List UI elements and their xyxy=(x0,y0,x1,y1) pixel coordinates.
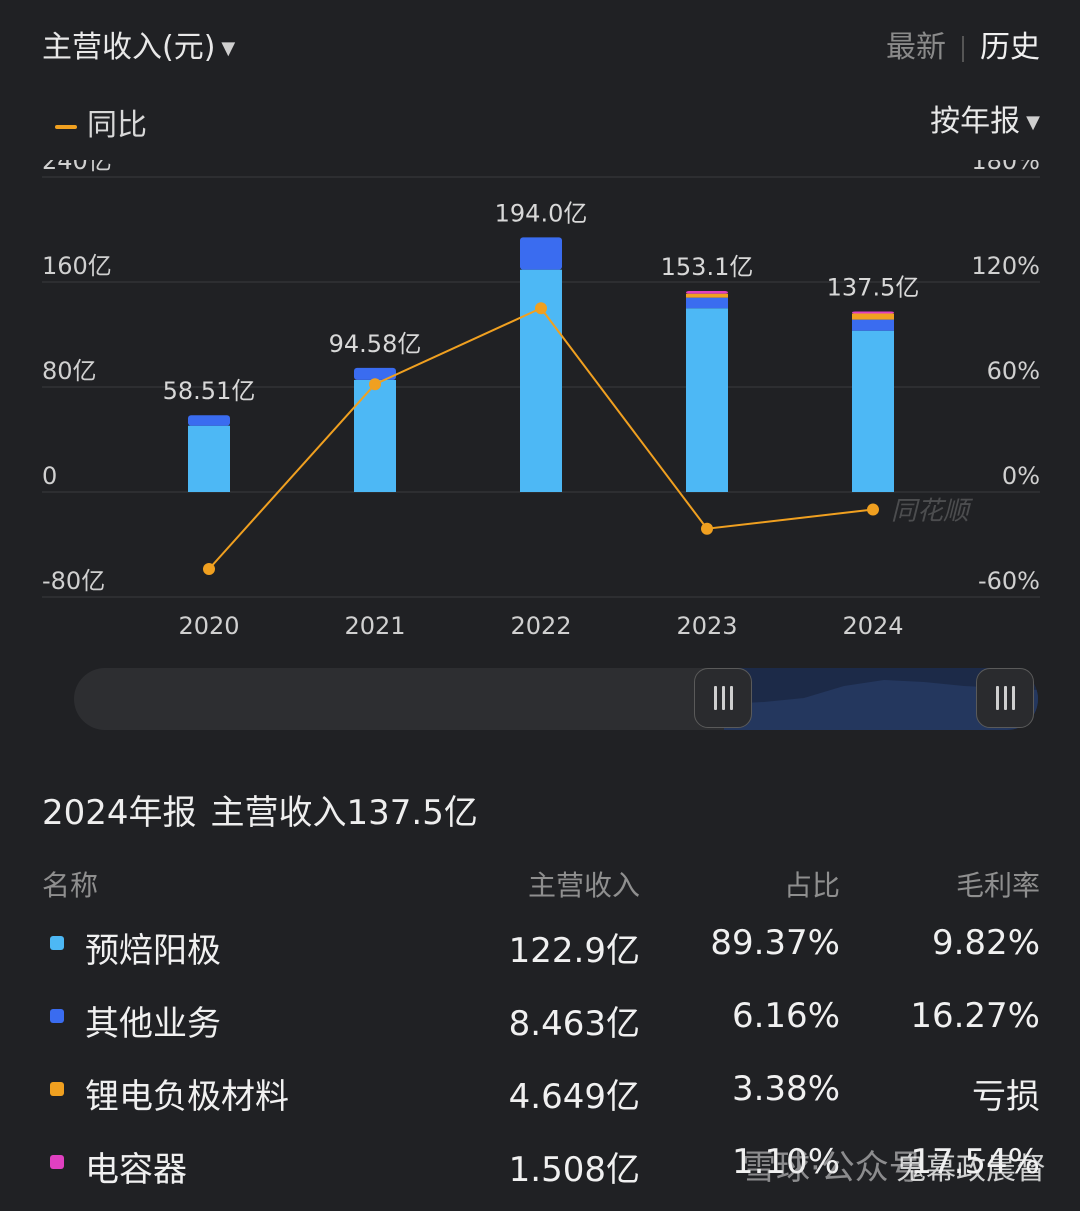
bar-segment xyxy=(188,425,230,492)
period-summary: 2024年报 主营收入137.5亿 xyxy=(42,785,492,834)
yoy-point xyxy=(369,378,381,391)
x-tick-label: 2022 xyxy=(510,612,571,640)
segment-color-dot xyxy=(50,936,64,950)
bar-total-label: 194.0亿 xyxy=(495,199,588,227)
segment-color-dot xyxy=(50,1155,64,1169)
period-selector-label: 按年报 xyxy=(930,104,1021,139)
column-header-share: 占比 xyxy=(783,869,840,902)
table-row[interactable]: 其他业务 8.463亿 6.16% 16.27% xyxy=(0,988,1080,1048)
y-right-tick-label: -60% xyxy=(978,567,1040,595)
segment-share: 89.37% xyxy=(710,923,840,963)
segment-margin: 16.27% xyxy=(910,996,1040,1036)
yoy-point xyxy=(867,503,879,516)
segment-share: 6.16% xyxy=(731,996,840,1036)
summary-period: 2024年报 xyxy=(42,793,197,833)
segment-name: 预焙阳极 xyxy=(85,931,221,971)
yoy-point xyxy=(535,302,547,315)
bar-segment xyxy=(188,415,230,426)
bar-segment xyxy=(686,308,728,492)
period-selector[interactable]: 按年报 ▼ xyxy=(930,96,1040,140)
x-tick-label: 2023 xyxy=(676,612,737,640)
tab-divider xyxy=(962,35,964,62)
segment-name: 锂电负极材料 xyxy=(85,1077,289,1117)
y-left-tick-label: 0 xyxy=(42,462,57,490)
bar-segment xyxy=(852,319,894,331)
tab-history[interactable]: 历史 xyxy=(980,30,1040,65)
bar-segment xyxy=(686,291,728,294)
bar-total-label: 153.1亿 xyxy=(661,253,754,281)
x-tick-label: 2024 xyxy=(842,612,903,640)
column-header-margin: 毛利率 xyxy=(955,869,1040,902)
slider-track[interactable] xyxy=(74,668,1038,730)
watermark-right: 鬼幕政晨督 xyxy=(896,1152,1046,1187)
revenue-chart: 240亿 180% 160亿 120% 80亿 60% 0 0% -80亿 -60% 58.51亿 2… xyxy=(42,160,1040,640)
segment-share: 3.38% xyxy=(731,1069,840,1109)
caret-down-icon: ▼ xyxy=(1026,112,1040,133)
yoy-point xyxy=(701,522,713,535)
summary-text: 主营收入137.5亿 xyxy=(210,793,478,833)
bar-segment xyxy=(520,237,562,270)
segment-share: 1.10% xyxy=(731,1142,840,1182)
segment-revenue: 4.649亿 xyxy=(508,1077,640,1117)
view-tabs: 最新 历史 xyxy=(886,22,1040,66)
segment-color-dot xyxy=(50,1082,64,1096)
segment-color-dot xyxy=(50,1009,64,1023)
bar-total-label: 94.58亿 xyxy=(329,330,422,358)
slider-handle-left[interactable] xyxy=(694,668,752,728)
bar-total-label: 58.51亿 xyxy=(163,377,256,405)
segment-revenue: 8.463亿 xyxy=(508,1004,640,1044)
table-row[interactable]: 锂电负极材料 4.649亿 3.38% 亏损 xyxy=(0,1061,1080,1121)
y-left-tick-label: 240亿 xyxy=(42,160,112,175)
bar-total-label: 137.5亿 xyxy=(827,274,920,302)
segment-revenue: 1.508亿 xyxy=(508,1150,640,1190)
bar-segment xyxy=(852,313,894,320)
bar-segment xyxy=(686,297,728,309)
y-right-tick-label: 0% xyxy=(1002,462,1040,490)
segment-margin: 17.54% xyxy=(910,1142,1040,1182)
slider-preview-area xyxy=(724,680,1038,730)
tab-latest[interactable]: 最新 xyxy=(886,30,946,65)
table-row[interactable]: 电容器 1.508亿 1.10% 17.54% xyxy=(0,1134,1080,1194)
bar-segment xyxy=(852,311,894,314)
segment-revenue: 122.9亿 xyxy=(508,931,640,971)
x-tick-label: 2020 xyxy=(178,612,239,640)
x-tick-label: 2021 xyxy=(344,612,405,640)
segment-name: 其他业务 xyxy=(85,1004,221,1044)
slider-handle-right[interactable] xyxy=(976,668,1034,728)
yoy-point xyxy=(203,563,215,575)
caret-down-icon: ▼ xyxy=(221,38,236,59)
chart-title: 主营收入(元) xyxy=(42,30,216,65)
column-header-name: 名称 xyxy=(42,869,99,902)
bar-segment xyxy=(852,330,894,492)
chart-title-selector[interactable]: 主营收入(元) ▼ xyxy=(42,22,235,66)
segment-name: 电容器 xyxy=(85,1150,187,1190)
segment-margin: 亏损 xyxy=(972,1077,1040,1117)
y-right-tick-label: 180% xyxy=(971,160,1040,175)
legend-yoy-label: 同比 xyxy=(87,108,147,143)
legend-line-swatch xyxy=(55,124,77,129)
y-left-tick-label: 160亿 xyxy=(42,252,112,280)
table-row[interactable]: 预焙阳极 122.9亿 89.37% 9.82% xyxy=(0,915,1080,975)
bar-segment xyxy=(686,293,728,298)
range-slider[interactable] xyxy=(74,668,1038,730)
bar-segment xyxy=(354,379,396,492)
y-left-tick-label: -80亿 xyxy=(42,567,105,595)
watermark-left: 雪球·公众号 xyxy=(742,1148,923,1188)
y-right-tick-label: 120% xyxy=(971,252,1040,280)
column-header-revenue: 主营收入 xyxy=(527,869,640,902)
bar-segment xyxy=(354,367,396,380)
y-left-tick-label: 80亿 xyxy=(42,357,97,385)
y-right-tick-label: 60% xyxy=(987,357,1040,385)
legend-yoy[interactable]: 同比 xyxy=(55,100,147,144)
segment-margin: 9.82% xyxy=(931,923,1040,963)
brand-watermark: 同花顺 xyxy=(891,497,974,527)
